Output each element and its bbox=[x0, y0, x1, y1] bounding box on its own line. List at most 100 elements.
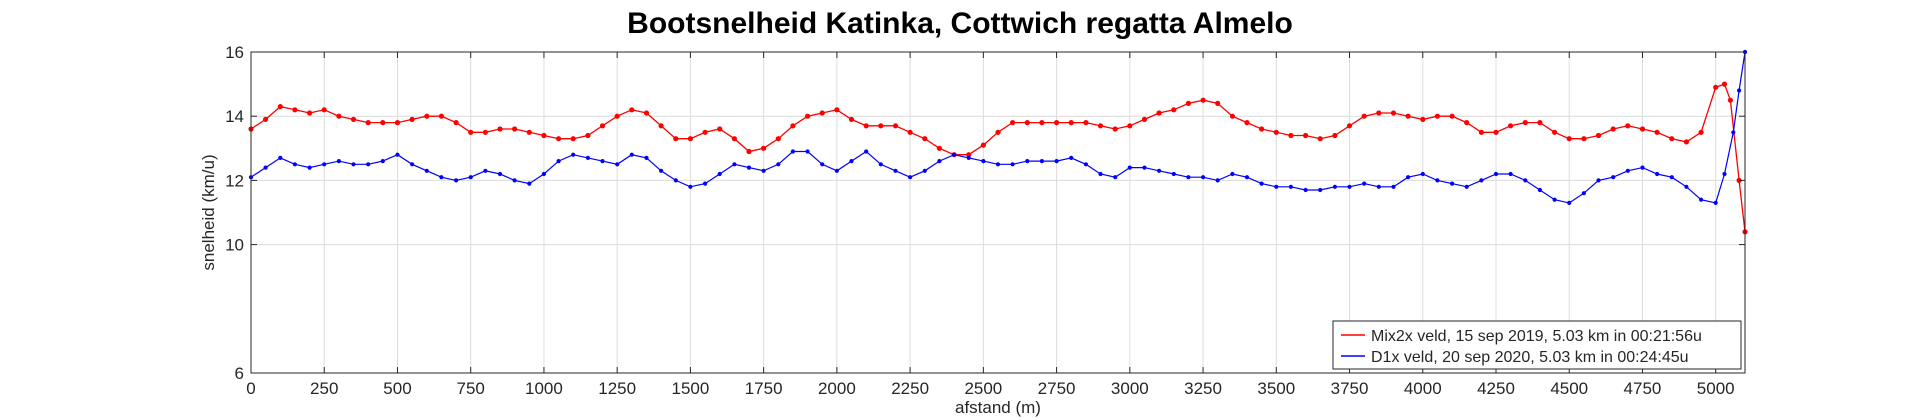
plot-frame bbox=[250, 51, 1746, 374]
data-point-mix2x bbox=[1332, 132, 1338, 139]
data-point-mix2x bbox=[556, 136, 562, 142]
data-point-mix2x bbox=[1721, 81, 1728, 87]
x-tick-label: 4000 bbox=[1404, 379, 1442, 398]
data-point-mix2x bbox=[526, 129, 532, 135]
data-point-d1x bbox=[995, 162, 1001, 167]
data-point-mix2x bbox=[658, 123, 664, 129]
data-point-d1x bbox=[1640, 165, 1645, 170]
data-point-d1x bbox=[1567, 200, 1572, 205]
data-point-d1x bbox=[1113, 175, 1118, 180]
data-point-d1x bbox=[278, 155, 283, 160]
data-point-d1x bbox=[1537, 187, 1542, 193]
data-point-mix2x bbox=[1303, 132, 1309, 139]
data-point-mix2x bbox=[1215, 100, 1221, 106]
data-point-mix2x bbox=[1434, 113, 1440, 119]
data-point-d1x bbox=[1713, 200, 1718, 205]
data-point-d1x bbox=[1611, 175, 1616, 180]
data-point-mix2x bbox=[438, 113, 444, 119]
data-point-mix2x bbox=[702, 129, 708, 135]
data-point-mix2x bbox=[1405, 113, 1411, 119]
data-point-d1x bbox=[717, 171, 722, 177]
data-point-mix2x bbox=[775, 136, 781, 142]
x-tick-label: 1750 bbox=[745, 379, 783, 398]
data-point-d1x bbox=[1699, 197, 1704, 202]
data-point-d1x bbox=[1303, 187, 1308, 193]
data-point-mix2x bbox=[1127, 123, 1133, 129]
data-point-d1x bbox=[351, 162, 356, 167]
data-point-d1x bbox=[439, 175, 444, 180]
data-point-d1x bbox=[571, 152, 576, 157]
data-point-mix2x bbox=[1259, 126, 1265, 132]
data-point-mix2x bbox=[424, 113, 430, 119]
series-layer bbox=[248, 49, 1748, 235]
data-point-d1x bbox=[512, 178, 517, 183]
data-point-d1x bbox=[1069, 155, 1074, 160]
data-point-mix2x bbox=[995, 129, 1001, 135]
data-point-mix2x bbox=[307, 110, 313, 116]
data-point-d1x bbox=[1318, 187, 1323, 193]
data-point-mix2x bbox=[1727, 97, 1733, 103]
y-tick-label: 6 bbox=[235, 364, 244, 383]
data-point-d1x bbox=[673, 178, 678, 183]
data-point-d1x bbox=[820, 162, 825, 167]
data-point-mix2x bbox=[1610, 126, 1616, 132]
series-line-mix2x bbox=[250, 83, 1746, 232]
data-point-d1x bbox=[1083, 162, 1088, 167]
data-point-d1x bbox=[908, 175, 913, 180]
x-tick-label: 0 bbox=[246, 379, 255, 398]
data-point-mix2x bbox=[1552, 129, 1558, 135]
data-point-d1x bbox=[454, 178, 459, 183]
data-point-mix2x bbox=[453, 120, 459, 126]
data-point-d1x bbox=[556, 159, 561, 164]
data-point-d1x bbox=[395, 152, 400, 157]
data-point-d1x bbox=[981, 159, 986, 164]
data-point-mix2x bbox=[541, 132, 547, 139]
x-axis-label: afstand (m) bbox=[955, 398, 1041, 417]
data-point-mix2x bbox=[1654, 129, 1660, 135]
data-point-mix2x bbox=[922, 136, 928, 142]
data-point-mix2x bbox=[790, 123, 796, 129]
data-point-d1x bbox=[263, 165, 268, 170]
data-point-mix2x bbox=[497, 126, 503, 132]
x-tick-label: 5000 bbox=[1697, 379, 1735, 398]
data-point-mix2x bbox=[643, 110, 650, 116]
data-point-mix2x bbox=[819, 110, 825, 116]
data-point-d1x bbox=[1669, 175, 1674, 180]
data-point-d1x bbox=[1127, 165, 1132, 170]
data-point-mix2x bbox=[1317, 136, 1323, 142]
data-point-d1x bbox=[1171, 171, 1176, 177]
data-point-d1x bbox=[1010, 162, 1015, 167]
data-point-mix2x bbox=[805, 113, 811, 119]
data-point-mix2x bbox=[1581, 136, 1587, 142]
data-point-mix2x bbox=[1625, 123, 1631, 129]
data-point-d1x bbox=[659, 168, 664, 173]
legend: Mix2x veld, 15 sep 2019, 5.03 km in 00:2… bbox=[1332, 320, 1742, 370]
data-point-mix2x bbox=[673, 136, 679, 142]
chart-title: Bootsnelheid Katinka, Cottwich regatta A… bbox=[627, 7, 1293, 40]
x-tick-label: 4750 bbox=[1624, 379, 1662, 398]
x-tick-label: 3250 bbox=[1184, 379, 1222, 398]
data-point-mix2x bbox=[570, 136, 576, 142]
data-point-mix2x bbox=[1039, 120, 1045, 126]
data-point-d1x bbox=[1362, 181, 1367, 186]
data-point-mix2x bbox=[1669, 136, 1675, 142]
data-point-d1x bbox=[776, 162, 781, 167]
data-point-d1x bbox=[1581, 191, 1586, 196]
axis-ticks: 0 250 500 750 1000 1250 1500 1750 2000 2250 2500 27… bbox=[225, 43, 1745, 398]
data-point-mix2x bbox=[1639, 126, 1646, 132]
data-point-d1x bbox=[1215, 178, 1220, 183]
data-point-mix2x bbox=[1464, 120, 1470, 126]
data-point-mix2x bbox=[336, 113, 342, 119]
data-point-mix2x bbox=[263, 116, 269, 122]
data-point-d1x bbox=[541, 171, 547, 177]
data-point-mix2x bbox=[614, 113, 620, 119]
data-point-mix2x bbox=[1390, 110, 1397, 116]
data-point-mix2x bbox=[394, 120, 401, 126]
data-point-d1x bbox=[1731, 130, 1736, 135]
data-point-mix2x bbox=[878, 123, 884, 129]
data-point-d1x bbox=[497, 171, 503, 177]
data-point-mix2x bbox=[1595, 132, 1602, 139]
data-point-d1x bbox=[585, 155, 591, 160]
data-point-mix2x bbox=[1229, 113, 1235, 119]
data-point-mix2x bbox=[1083, 120, 1089, 126]
